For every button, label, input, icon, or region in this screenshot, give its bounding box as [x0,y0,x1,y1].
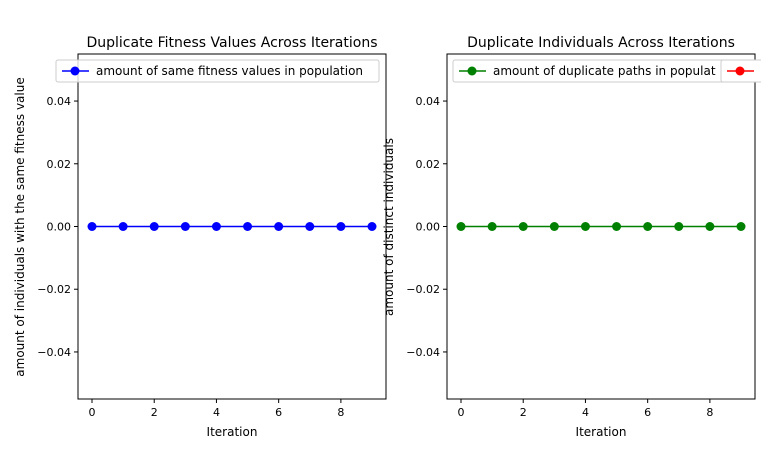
x-tick-label-right-3: 6 [644,406,651,419]
x-tick-label-left-1: 2 [151,406,158,419]
data-point-left-0-9 [367,222,377,231]
legend-label-left-0: amount of same fitness values in populat… [96,64,363,78]
x-tick-label-right-0: 0 [458,406,465,419]
y-tick-label-left-4: 0.04 [47,95,72,108]
y-tick-label-right-1: −0.02 [406,283,440,296]
x-tick-label-right-1: 2 [520,406,527,419]
y-tick-label-left-3: 0.02 [47,158,72,171]
data-point-right-0-9 [736,222,746,231]
y-tick-label-right-4: 0.04 [416,95,441,108]
y-tick-label-left-2: 0.00 [47,221,72,234]
data-point-left-0-6 [274,222,284,231]
data-point-left-0-0 [87,222,97,231]
data-point-left-0-2 [149,222,159,231]
data-point-right-0-4 [580,222,590,231]
y-tick-label-left-0: −0.04 [37,346,71,359]
legend-left: amount of same fitness values in populat… [55,59,380,83]
y-tick-label-right-2: 0.00 [416,221,441,234]
data-point-right-0-3 [549,222,559,231]
data-point-right-0-2 [518,222,528,231]
x-tick-label-left-4: 8 [337,406,344,419]
data-point-right-0-7 [674,222,684,231]
legend-label-right-0: amount of duplicate paths in populat [493,64,716,78]
legend-marker-left-0 [70,66,80,76]
legend-box-left [55,59,380,83]
y-axis-label-left: amount of individuals with the same fitn… [13,77,27,376]
data-point-right-0-5 [612,222,622,231]
subplot-right: Duplicate Individuals Across Iterations … [382,35,761,439]
data-point-right-0-8 [705,222,715,231]
x-tick-label-left-3: 6 [275,406,282,419]
data-point-left-0-4 [211,222,221,231]
chart-title-left: Duplicate Fitness Values Across Iteratio… [86,35,377,51]
data-point-right-0-0 [456,222,466,231]
x-tick-label-left-0: 0 [89,406,96,419]
data-point-left-0-1 [118,222,128,231]
y-axis-label-right: amount of distinct individuals [382,138,396,316]
x-tick-label-right-4: 8 [706,406,713,419]
x-axis-label-left: Iteration [207,425,258,439]
legend-marker-right-0 [467,66,477,76]
data-point-left-0-5 [243,222,253,231]
y-tick-label-right-0: −0.04 [406,346,440,359]
legend-right: amount of duplicate paths in populat [452,59,761,83]
ticks-right: 0 2 4 6 8 −0.04 −0.02 0.00 0.02 0.04 [406,95,713,419]
subplot-left: Duplicate Fitness Values Across Iteratio… [13,35,387,439]
series-left [87,222,377,231]
legend-marker-right-1 [735,66,745,76]
y-tick-label-left-1: −0.02 [37,283,71,296]
data-point-left-0-7 [305,222,315,231]
series-right [456,222,746,231]
x-tick-label-left-2: 4 [213,406,220,419]
ticks-left: 0 2 4 6 8 −0.04 −0.02 0.00 0.02 0.04 [37,95,344,419]
x-tick-label-right-2: 4 [582,406,589,419]
x-axis-label-right: Iteration [576,425,627,439]
y-tick-label-right-3: 0.02 [416,158,441,171]
data-point-right-0-6 [643,222,653,231]
data-point-left-0-8 [336,222,346,231]
data-point-left-0-3 [180,222,190,231]
data-point-right-0-1 [487,222,497,231]
chart-title-right: Duplicate Individuals Across Iterations [467,35,735,51]
